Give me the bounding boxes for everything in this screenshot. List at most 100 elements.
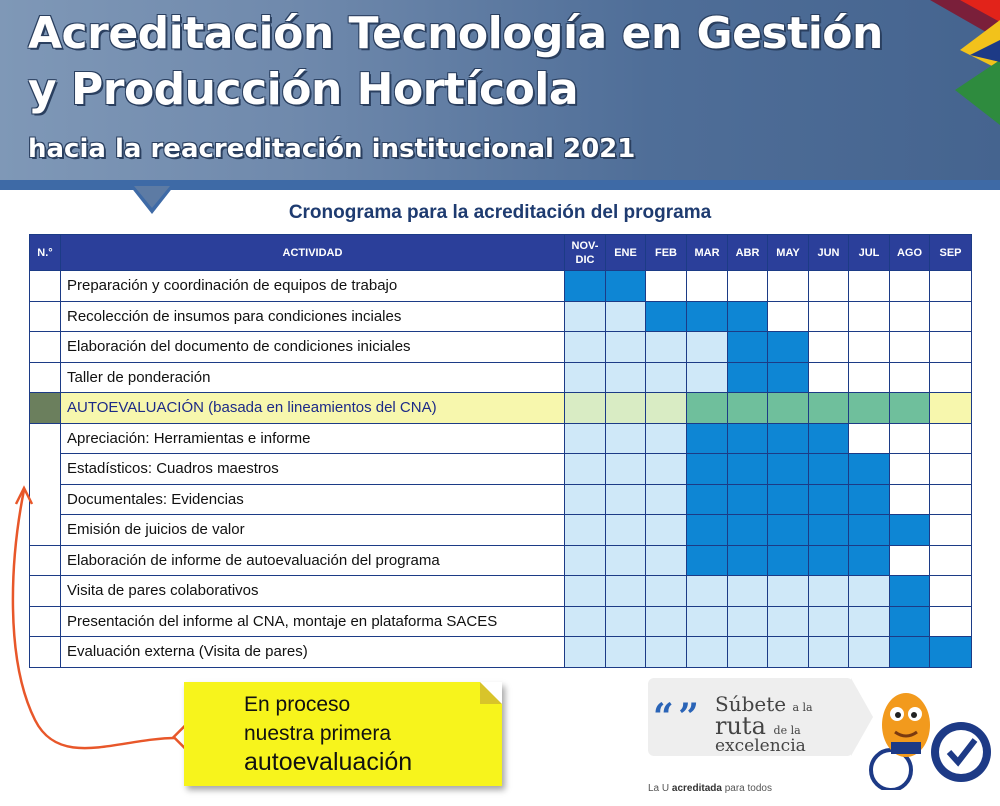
cell-empty xyxy=(929,392,972,424)
row-activity: Visita de pares colaborativos xyxy=(60,575,565,607)
cell-past xyxy=(727,575,768,607)
cell-active xyxy=(848,392,890,424)
cell-empty xyxy=(686,270,728,302)
cell-active xyxy=(808,544,849,576)
cell-active xyxy=(767,453,809,485)
cell-active xyxy=(767,422,809,454)
page-subtitle: hacia la reacreditación institucional 20… xyxy=(28,134,636,164)
cell-empty xyxy=(889,270,930,302)
col-header-month: ABR xyxy=(727,234,768,271)
cell-past xyxy=(564,605,606,637)
banner-pointer-inner xyxy=(134,186,170,208)
cell-active xyxy=(645,300,687,332)
cell-past xyxy=(645,361,687,393)
cell-past xyxy=(564,300,606,332)
slogan-line2: ruta de la xyxy=(715,712,801,740)
cell-past xyxy=(645,544,687,576)
table-row-autoevaluacion: AUTOEVALUACIÓN (basada en lineamientos d… xyxy=(29,392,972,424)
cell-active xyxy=(767,483,809,515)
cell-past xyxy=(564,453,606,485)
cell-past xyxy=(848,575,890,607)
cell-past xyxy=(605,392,646,424)
cell-active xyxy=(686,514,728,546)
cell-past xyxy=(808,636,849,668)
cell-past xyxy=(848,605,890,637)
row-activity: Recolección de insumos para condiciones … xyxy=(60,300,565,332)
cell-active xyxy=(848,453,890,485)
cell-past xyxy=(605,575,646,607)
cell-past xyxy=(564,361,606,393)
cell-past xyxy=(808,605,849,637)
row-number: 2 xyxy=(29,300,61,332)
cell-empty xyxy=(929,483,972,515)
row-activity: Presentación del informe al CNA, montaje… xyxy=(60,605,565,637)
cell-active xyxy=(727,544,768,576)
cell-active xyxy=(727,361,768,393)
cell-empty xyxy=(929,361,972,393)
status-note: En proceso nuestra primera autoevaluació… xyxy=(184,682,502,786)
note-line2: nuestra primera xyxy=(244,722,392,745)
slogan-pill-arrow xyxy=(851,678,873,756)
col-header-month: MAY xyxy=(767,234,809,271)
cell-empty xyxy=(645,270,687,302)
cell-past xyxy=(605,331,646,363)
cell-past xyxy=(605,300,646,332)
cell-empty xyxy=(848,331,890,363)
cell-past xyxy=(564,331,606,363)
slogan-tagline: La U acreditada para todos xyxy=(648,783,772,794)
cell-empty xyxy=(848,361,890,393)
cell-active xyxy=(727,453,768,485)
cell-active xyxy=(727,331,768,363)
table-row: 4 Taller de ponderación xyxy=(29,361,972,393)
cell-active xyxy=(767,331,809,363)
cell-active xyxy=(686,300,728,332)
cell-past xyxy=(808,575,849,607)
cell-empty xyxy=(848,300,890,332)
cell-empty xyxy=(929,422,972,454)
col-header-month: NOV-DIC xyxy=(564,234,606,271)
header-stripe xyxy=(0,180,1000,190)
table-header-row: N.° ACTIVIDAD NOV-DIC ENE FEB MAR ABR MA… xyxy=(29,234,972,271)
cell-past xyxy=(564,514,606,546)
cell-past xyxy=(727,605,768,637)
cell-past xyxy=(727,636,768,668)
cell-active xyxy=(889,392,930,424)
row-number: 9 xyxy=(29,636,61,668)
table-row: Documentales: Evidencias xyxy=(30,483,972,515)
cell-empty xyxy=(767,300,809,332)
cell-empty xyxy=(889,544,930,576)
cell-active xyxy=(605,270,646,302)
cell-active xyxy=(727,300,768,332)
cell-active xyxy=(686,483,728,515)
page-title-line1: Acreditación Tecnología en Gestión xyxy=(28,8,883,59)
row-number: 3 xyxy=(29,331,61,363)
cell-past xyxy=(564,636,606,668)
cell-past xyxy=(686,331,728,363)
cell-past xyxy=(686,361,728,393)
slogan-pill xyxy=(648,678,853,756)
row-activity: AUTOEVALUACIÓN (basada en lineamientos d… xyxy=(60,392,565,424)
header-banner xyxy=(0,0,1000,188)
cell-active xyxy=(686,392,728,424)
note-text: En proceso nuestra primera autoevaluació… xyxy=(244,690,412,777)
cell-past xyxy=(605,483,646,515)
note-line1: En proceso xyxy=(244,693,351,716)
cell-active xyxy=(889,514,930,546)
cell-past xyxy=(605,544,646,576)
cell-past xyxy=(645,483,687,515)
cell-past xyxy=(645,453,687,485)
cell-active xyxy=(808,392,849,424)
cell-past xyxy=(767,636,809,668)
cell-active xyxy=(848,544,890,576)
cell-past xyxy=(645,575,687,607)
cell-empty xyxy=(767,270,809,302)
cell-active xyxy=(767,514,809,546)
cell-past xyxy=(605,514,646,546)
cell-empty xyxy=(727,270,768,302)
col-header-activity: ACTIVIDAD xyxy=(60,234,565,271)
row-activity: Evaluación externa (Visita de pares) xyxy=(60,636,565,668)
cell-past xyxy=(645,605,687,637)
row-activity: Documentales: Evidencias xyxy=(60,483,565,515)
cell-past xyxy=(767,605,809,637)
table-row: 8 Presentación del informe al CNA, monta… xyxy=(29,605,972,637)
